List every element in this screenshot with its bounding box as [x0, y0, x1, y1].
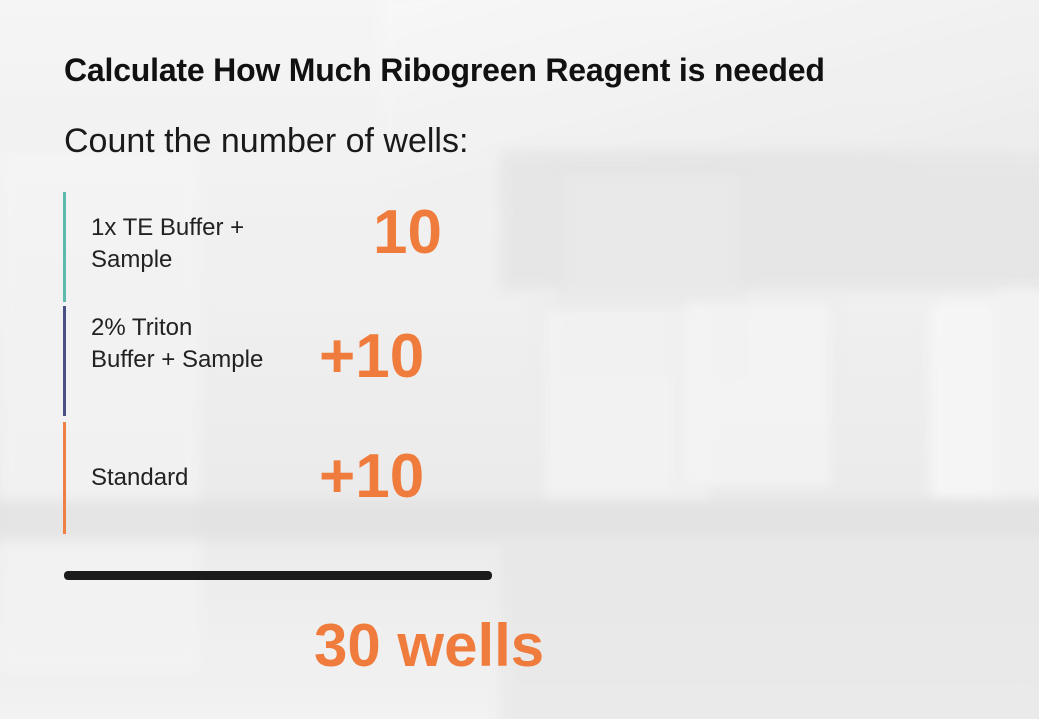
background-left-panel	[0, 150, 200, 670]
background-box	[680, 300, 834, 489]
row-accent-bar	[63, 192, 66, 302]
well-row-te-buffer: 1x TE Buffer + Sample 10	[63, 192, 463, 302]
row-label: 2% Triton Buffer + Sample	[91, 314, 264, 373]
background-bottle	[930, 300, 1000, 500]
row-accent-bar	[63, 422, 66, 534]
sum-divider-line	[64, 571, 492, 580]
row-accent-bar	[63, 306, 66, 416]
row-value: +10	[319, 442, 425, 511]
row-value: 10	[373, 198, 442, 267]
total-wells: 30 wells	[314, 612, 545, 679]
row-label: 1x TE Buffer + Sample	[91, 214, 245, 273]
background-bottle	[990, 290, 1039, 500]
well-row-standard: Standard +10	[63, 422, 463, 534]
well-row-triton-buffer: 2% Triton Buffer + Sample +10	[63, 306, 463, 416]
row-label: Standard	[91, 464, 189, 491]
row-value: +10	[319, 322, 425, 391]
slide-title: Calculate How Much Ribogreen Reagent is …	[64, 52, 825, 88]
background-bench	[0, 500, 1039, 540]
background-lower-cabinet	[500, 540, 1039, 719]
slide-subtitle: Count the number of wells:	[64, 122, 469, 160]
